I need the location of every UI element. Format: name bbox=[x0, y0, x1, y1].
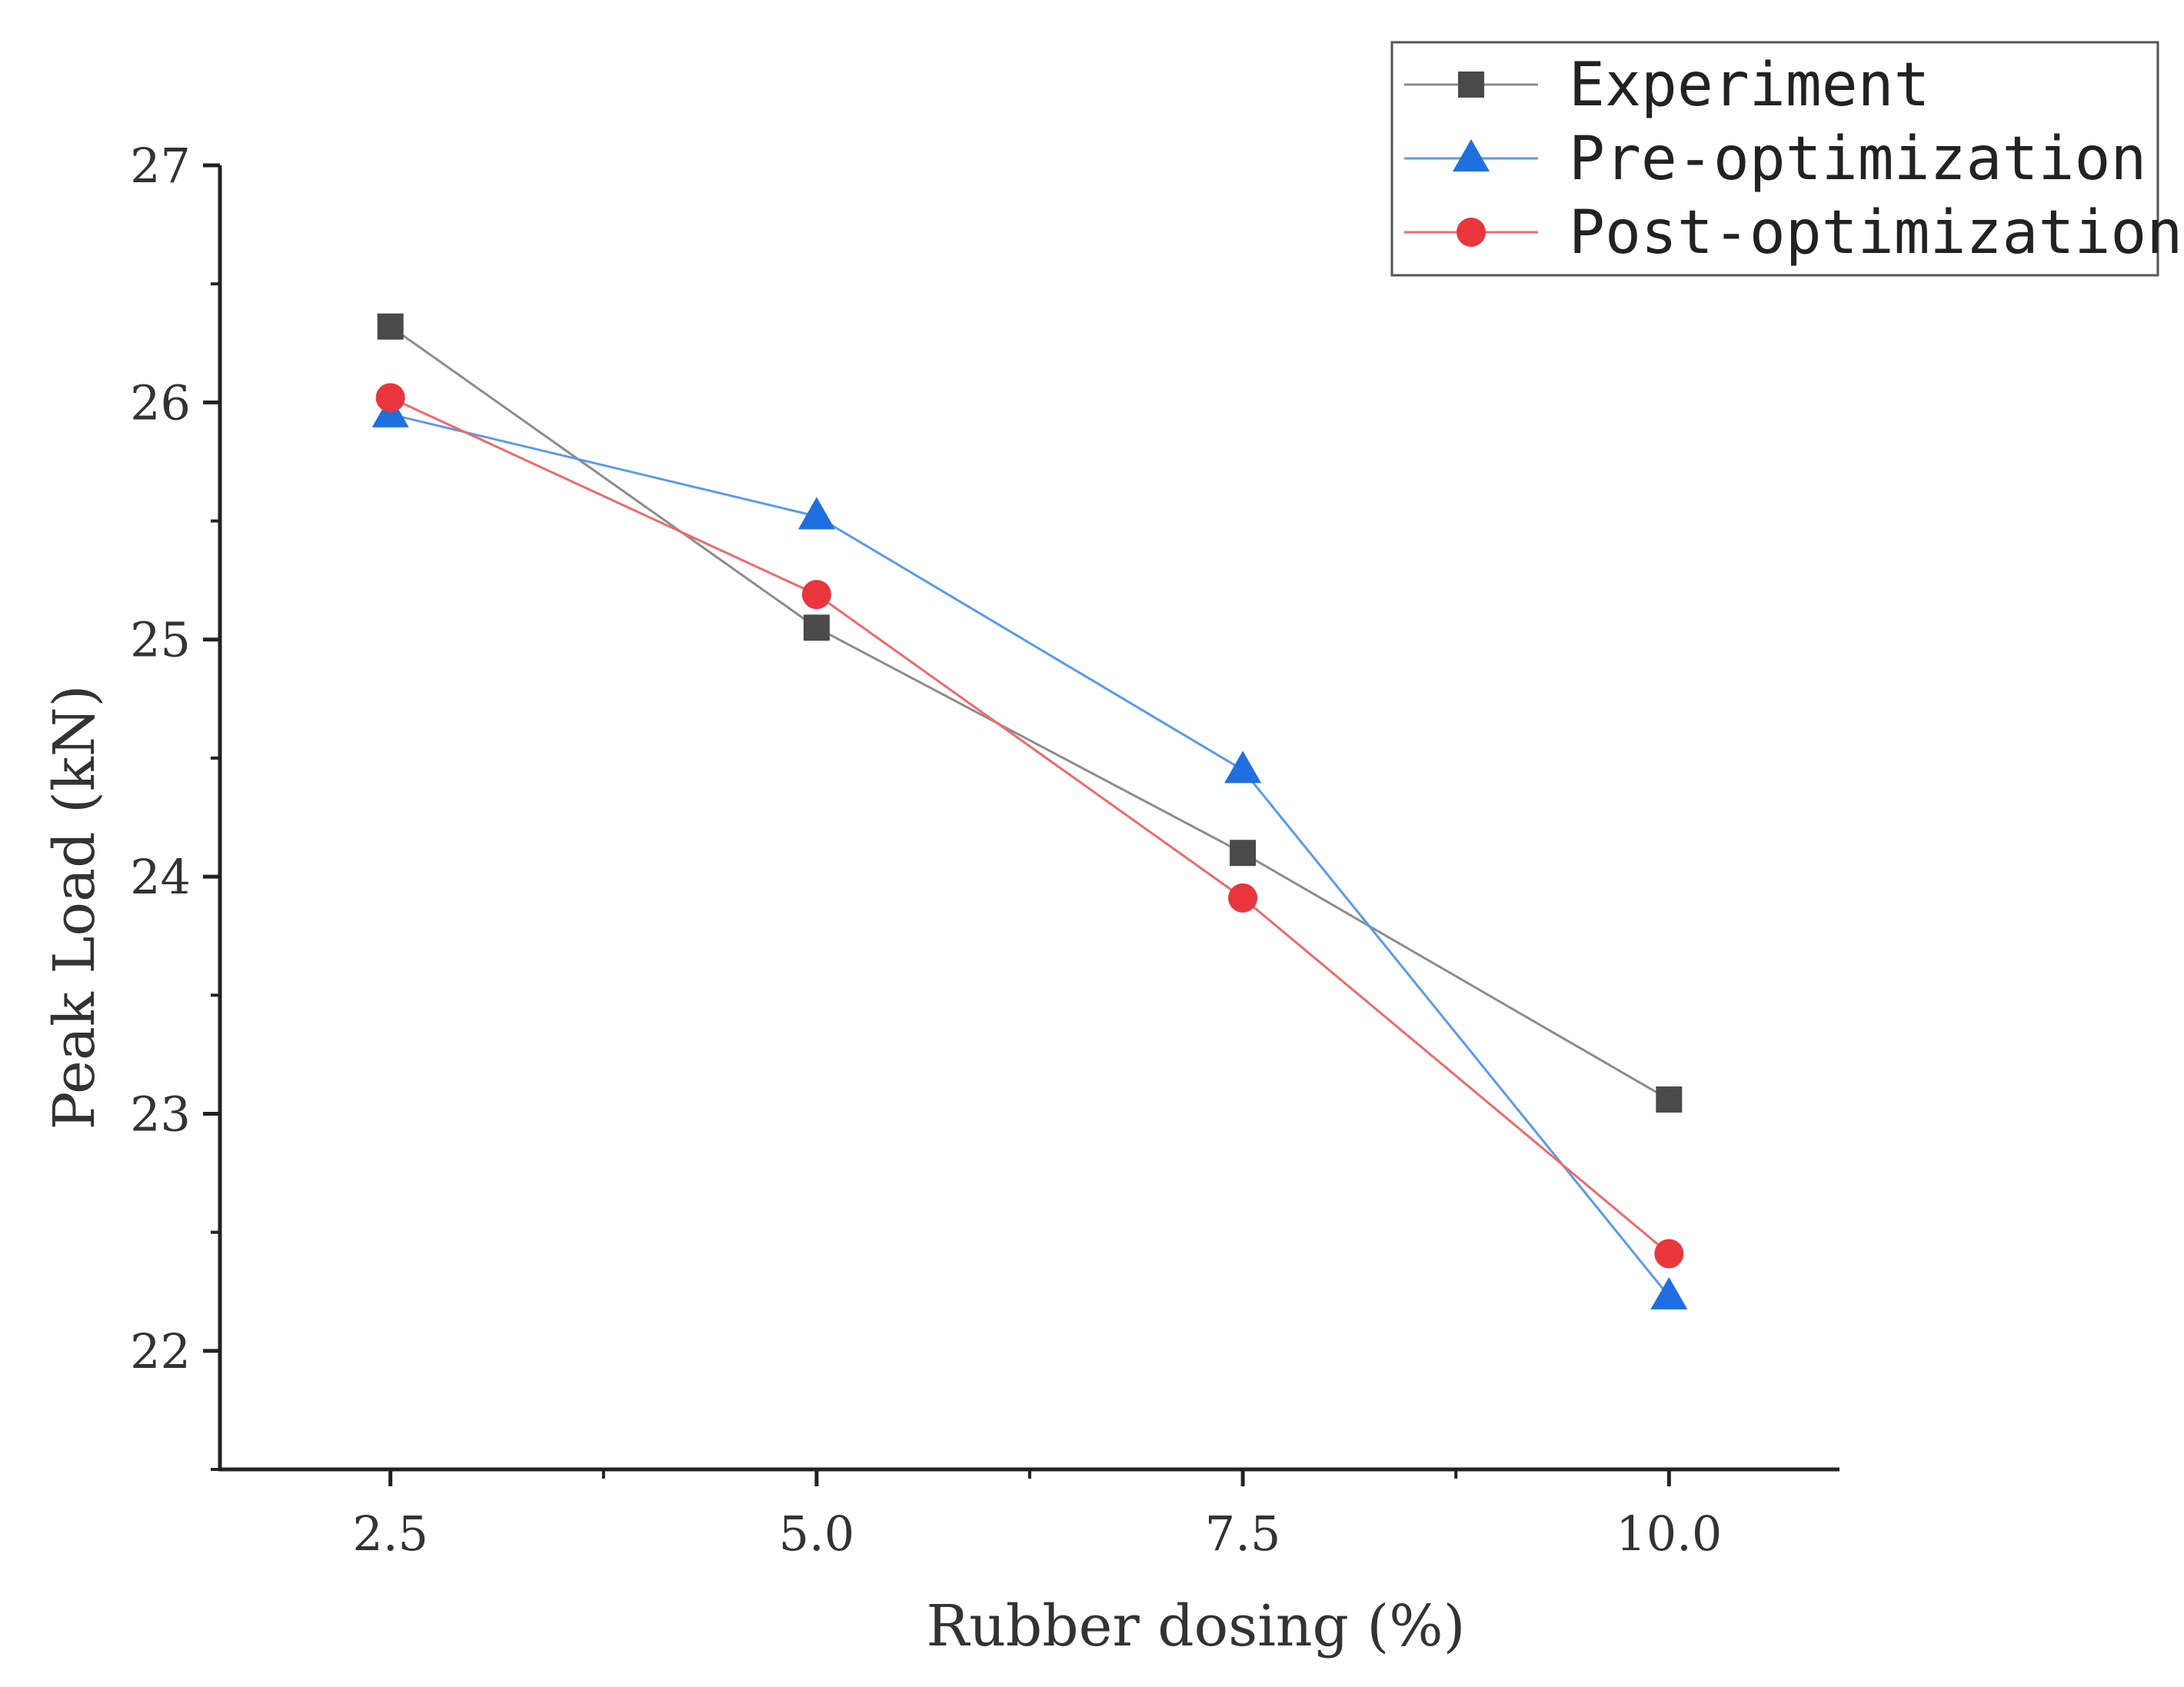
data-point-experiment bbox=[1230, 840, 1257, 867]
y-tick-label: 24 bbox=[130, 849, 191, 905]
data-point-experiment bbox=[1656, 1086, 1683, 1113]
legend-label-pre-optimization: Pre-optimization bbox=[1569, 125, 2146, 194]
series-line-post-optimization bbox=[390, 396, 1670, 1255]
x-axis-title: Rubber dosing (%) bbox=[927, 1593, 1466, 1659]
series-markers bbox=[371, 313, 1688, 1309]
legend-label-experiment: Experiment bbox=[1569, 51, 1930, 120]
x-tick-label: 7.5 bbox=[1205, 1506, 1281, 1562]
data-point-post-optimization bbox=[801, 580, 831, 610]
data-point-pre-optimization bbox=[1650, 1276, 1688, 1309]
y-tick-label: 26 bbox=[130, 374, 191, 431]
x-tick-label: 10.0 bbox=[1616, 1506, 1722, 1562]
data-point-pre-optimization bbox=[797, 497, 835, 530]
data-point-post-optimization bbox=[1228, 883, 1258, 913]
data-point-experiment bbox=[803, 614, 830, 641]
series-lines bbox=[389, 325, 1670, 1297]
legend-marker-experiment bbox=[1458, 72, 1484, 98]
x-tick-label: 2.5 bbox=[352, 1506, 428, 1562]
legend-marker-post-optimization bbox=[1457, 218, 1486, 247]
legend: ExperimentPre-optimizationPost-optimizat… bbox=[1390, 41, 2182, 277]
axes: 22 23 24 25 26 27 2.5 5.0 7.5 10.0 bbox=[130, 138, 1839, 1562]
y-tick-label: 23 bbox=[130, 1086, 191, 1142]
series-line-pre-optimization bbox=[390, 413, 1670, 1297]
series-line-experiment bbox=[389, 325, 1670, 1101]
y-tick-label: 22 bbox=[130, 1323, 191, 1379]
x-tick-label: 5.0 bbox=[779, 1506, 855, 1562]
y-tick-label: 27 bbox=[130, 138, 191, 194]
legend-marker-pre-optimization bbox=[1453, 139, 1490, 171]
y-axis-title: Peak Load (kN) bbox=[42, 685, 108, 1130]
data-point-experiment bbox=[377, 313, 404, 340]
data-point-post-optimization bbox=[375, 383, 405, 413]
data-point-post-optimization bbox=[1654, 1239, 1684, 1269]
legend-label-post-optimization: Post-optimization bbox=[1569, 198, 2182, 268]
data-point-pre-optimization bbox=[1224, 750, 1262, 784]
y-tick-label: 25 bbox=[130, 612, 191, 668]
